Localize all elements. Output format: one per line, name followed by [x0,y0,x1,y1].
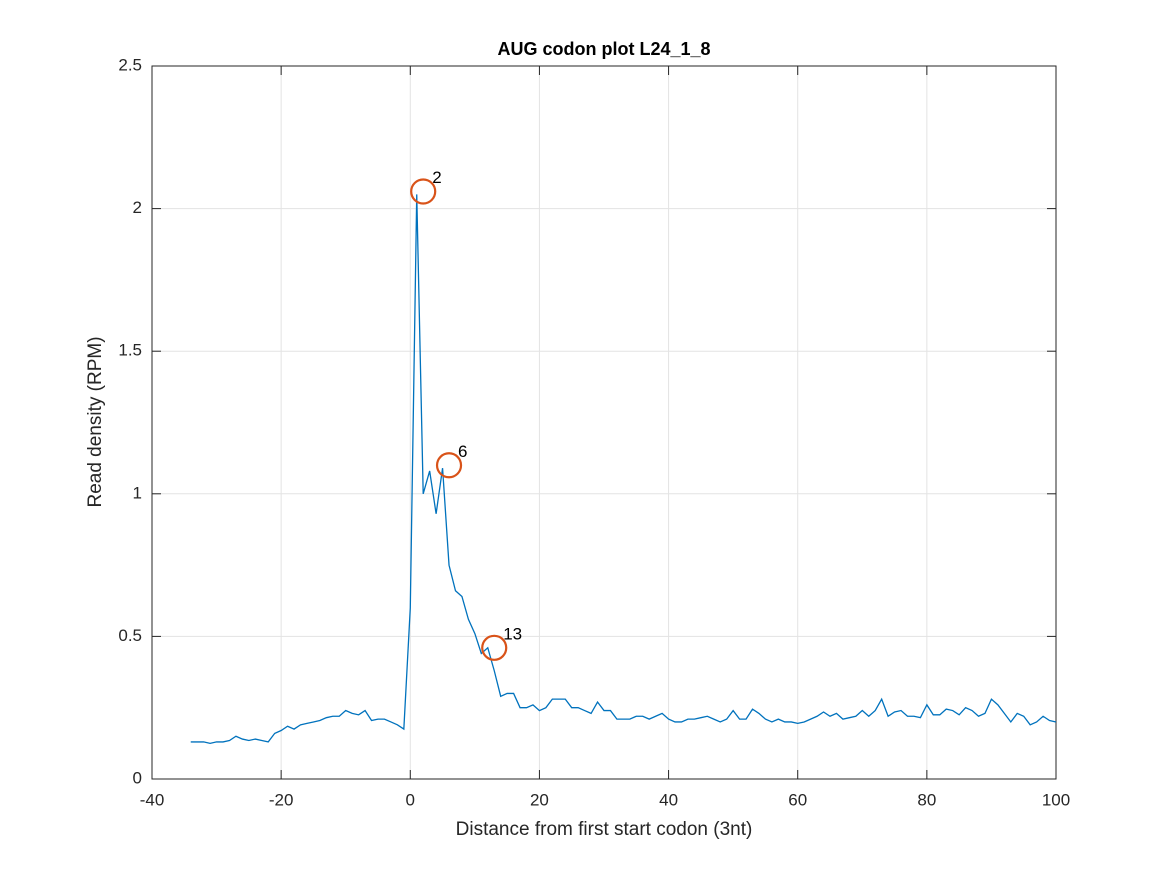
y-tick-label: 1.5 [118,341,142,360]
y-tick-label: 1 [133,483,142,502]
x-tick-label: 20 [530,790,549,809]
peak-label: 6 [458,442,467,461]
peak-marker [410,178,437,205]
y-tick-label: 2.5 [118,55,142,74]
peak-label: 13 [503,624,522,643]
x-tick-label: 80 [917,790,936,809]
y-axis-label: Read density (RPM) [85,336,106,507]
x-tick-label: -20 [269,790,294,809]
peak-label: 2 [432,168,441,187]
y-tick-label: 0 [133,768,142,787]
x-tick-label: 0 [406,790,415,809]
x-tick-label: 40 [659,790,678,809]
chart-title: AUG codon plot L24_1_8 [497,39,710,59]
peak-marker [481,634,508,661]
data-line [190,194,1057,745]
x-tick-label: 60 [788,790,807,809]
x-axis-label: Distance from first start codon (3nt) [456,819,753,840]
axes-box [151,65,1057,780]
x-tick-label: -40 [140,790,165,809]
peak-marker [435,452,463,479]
y-tick-label: 0.5 [118,626,142,645]
y-tick-label: 2 [133,198,142,217]
x-tick-label: 100 [1042,790,1070,809]
